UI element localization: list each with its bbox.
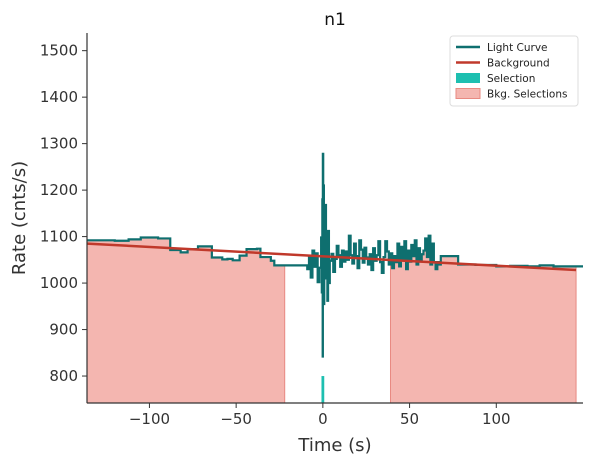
x-axis-label: Time (s) (297, 435, 371, 456)
y-tick-label: 1300 (40, 135, 78, 153)
chart-title: n1 (324, 10, 346, 30)
y-tick-label: 1000 (40, 274, 78, 292)
bkg-selection-region-1 (86, 237, 286, 404)
y-tick-label: 1200 (40, 181, 78, 199)
y-tick-label: 900 (49, 321, 78, 339)
y-tick-label: 800 (49, 367, 78, 385)
y-tick-label: 1100 (40, 228, 78, 246)
selection-region (321, 376, 325, 403)
legend-entry-label: Background (487, 58, 550, 70)
background-fit-line (86, 242, 577, 272)
x-ticks: −100 −50 0 50 100 (129, 403, 511, 428)
x-tick-label: −100 (129, 410, 170, 428)
x-tick-label: 0 (318, 410, 328, 428)
legend-box (449, 35, 579, 107)
y-tick-label: 1500 (40, 42, 78, 60)
y-ticks: 800 900 1000 1100 1200 1300 1400 1500 (40, 42, 87, 385)
selection-layer (321, 376, 325, 403)
legend-entry-label: Bkg. Selections (487, 89, 567, 101)
x-tick-label: −50 (220, 410, 252, 428)
legend-swatch-patch (455, 88, 481, 99)
x-tick-label: 50 (400, 410, 419, 428)
legend: Light Curve Background Selection Bkg. Selec… (449, 35, 579, 107)
axes-layer (86, 33, 583, 404)
x-tick-label: 100 (482, 410, 511, 428)
y-tick-label: 1400 (40, 88, 78, 106)
background-fit-layer (86, 242, 577, 272)
legend-swatch-patch (456, 73, 480, 83)
y-axis-label: Rate (cnts/s) (9, 161, 30, 275)
legend-entry-label: Light Curve (487, 42, 548, 54)
legend-entry-label: Selection (487, 73, 535, 85)
